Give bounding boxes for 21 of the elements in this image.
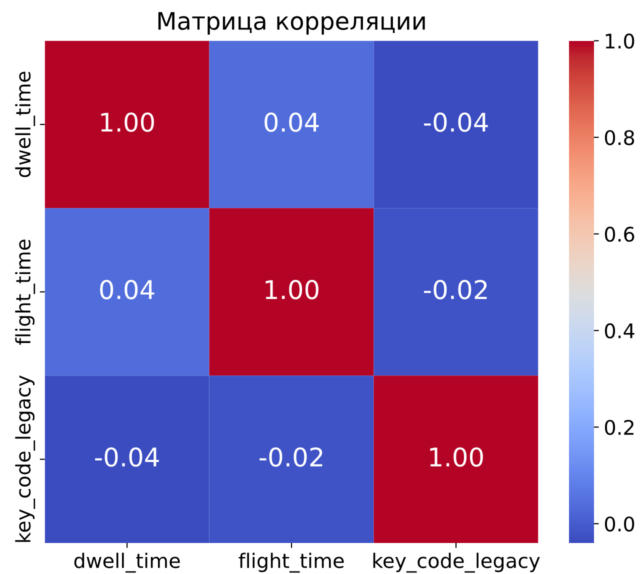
x-tick-label: key_code_legacy [373,552,540,573]
data-label: 0.04 [264,112,319,132]
x-tick-label: dwell_time [74,552,180,573]
color-bar-label: 0.8 [604,130,634,146]
y-tick-label: dwell_time [15,72,36,178]
data-label: 0.04 [100,280,154,300]
color-bar-label: 0.2 [604,420,634,435]
data-label: -0.04 [95,447,159,467]
data-label: 1.00 [430,447,483,467]
data-label: -0.02 [260,447,322,467]
color-bar-label: 0.6 [604,226,634,242]
color-bar-label: 1.0 [606,34,634,49]
y-tick-label: flight_time [15,240,36,345]
data-label: -0.02 [424,280,487,300]
data-label: 1.00 [266,280,318,300]
color-bar-label: 0.4 [604,323,634,338]
x-tick-label: flight_time [238,552,344,573]
chart-title: Матрица корреляции [158,12,425,35]
data-label: -0.04 [424,112,488,132]
data-label: 1.00 [101,112,154,132]
color-bar-label: 0.0 [604,516,634,532]
